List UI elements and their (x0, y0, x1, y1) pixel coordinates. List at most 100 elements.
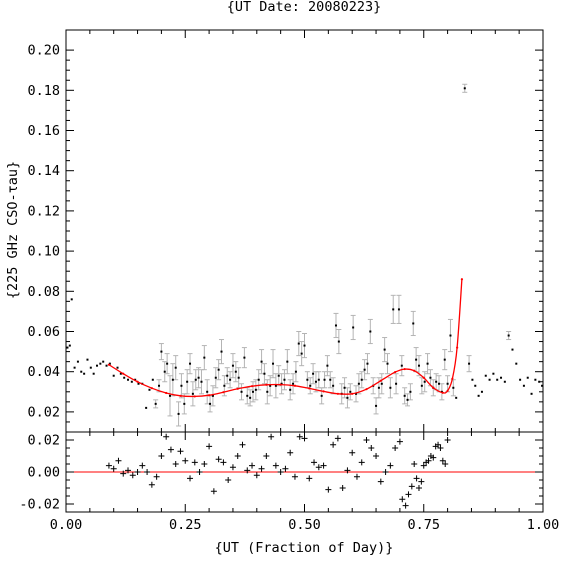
data-point (73, 366, 76, 369)
data-point (214, 376, 217, 379)
residual-point (229, 464, 236, 471)
residual-point (411, 461, 418, 467)
residual-point (201, 461, 208, 467)
data-point (229, 378, 232, 381)
residual-point (239, 441, 246, 448)
residual-point (234, 453, 241, 459)
data-point (463, 87, 466, 90)
residual-point (399, 496, 406, 503)
data-point (320, 394, 323, 397)
data-point (403, 394, 406, 397)
data-point (200, 380, 203, 383)
residual-point (396, 438, 403, 445)
data-point (246, 394, 249, 397)
data-point (171, 378, 174, 381)
residual-point (172, 461, 179, 467)
residual-point (134, 469, 141, 475)
data-point (366, 362, 369, 365)
data-point (96, 364, 99, 367)
residual-point (402, 502, 409, 509)
residual-point (315, 464, 322, 471)
fit-sample-point (193, 395, 196, 398)
residual-point (306, 475, 313, 482)
residual-point (120, 470, 127, 477)
data-point (251, 390, 254, 393)
residual-point (344, 467, 351, 474)
data-point (492, 372, 495, 375)
residual-point (353, 473, 360, 480)
fit-sample-point (394, 371, 397, 374)
data-point (438, 382, 441, 385)
fit-sample-point (250, 385, 254, 388)
residual-point (177, 448, 184, 455)
data-point (223, 384, 226, 387)
data-point (380, 382, 383, 385)
data-point (220, 350, 223, 353)
data-point (429, 376, 432, 379)
data-point (66, 346, 69, 349)
data-point (286, 360, 289, 363)
data-point (274, 384, 277, 387)
residual-point (153, 473, 160, 480)
residual-point (144, 469, 151, 475)
data-point (435, 380, 438, 383)
data-point (137, 382, 140, 385)
data-point (158, 384, 161, 387)
data-point (300, 352, 303, 355)
residual-point (368, 445, 375, 451)
residual-point (339, 485, 346, 491)
data-point (317, 378, 320, 381)
residual-point (191, 459, 198, 466)
data-point (163, 370, 166, 373)
fit-sample-point (293, 384, 297, 387)
data-point (240, 390, 243, 393)
data-point (148, 388, 151, 391)
residual-point (425, 457, 432, 464)
residual-point (196, 469, 203, 475)
residual-point (268, 433, 275, 440)
data-point (392, 308, 395, 311)
residual-point (408, 483, 415, 490)
residual-point (311, 459, 318, 466)
fit-sample-point (365, 388, 368, 391)
residual-point (349, 449, 356, 456)
data-point (80, 370, 83, 373)
residual-point (182, 457, 189, 464)
data-point (420, 384, 423, 387)
data-point (289, 388, 292, 391)
data-point (522, 384, 525, 387)
fit-sample-point (265, 383, 268, 386)
fit-sample-point (222, 391, 225, 394)
data-point (174, 366, 177, 369)
fit-sample-point (451, 377, 454, 380)
data-point (283, 378, 286, 381)
data-point (83, 372, 86, 375)
data-point (303, 344, 306, 347)
data-point (263, 372, 266, 375)
fit-sample-point (208, 394, 211, 397)
data-point (191, 392, 194, 395)
data-point (369, 330, 372, 333)
residual-point (442, 461, 449, 467)
fit-sample-point (351, 392, 354, 395)
data-point (346, 396, 349, 399)
fit-sample-point (136, 380, 139, 383)
residual-point (148, 481, 155, 488)
data-point (452, 386, 455, 389)
y-tick-label: 0.10 (27, 244, 60, 260)
data-point (503, 380, 506, 383)
y-tick-label: 0.20 (27, 43, 60, 59)
residual-point (125, 467, 132, 474)
residual-point (334, 435, 341, 442)
data-point (415, 358, 418, 361)
fit-sample-point (379, 379, 382, 382)
data-point (530, 392, 533, 395)
data-point (449, 334, 452, 337)
data-point (234, 370, 237, 373)
residual-point (210, 488, 217, 495)
data-point (323, 378, 326, 381)
chart-title: {UT Date: 20080223} (227, 0, 381, 15)
data-point (397, 308, 400, 311)
residual-point (110, 465, 117, 472)
